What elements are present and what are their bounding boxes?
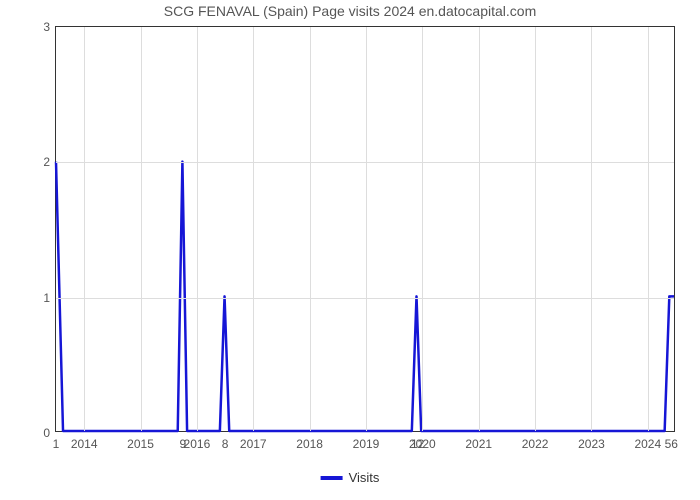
y-tick-label: 3 [43, 20, 50, 34]
x-tick-label: 2023 [578, 437, 605, 451]
x-tick-label: 2017 [240, 437, 267, 451]
grid-line-v [253, 27, 254, 431]
x-tick-label: 2022 [522, 437, 549, 451]
grid-line-v [84, 27, 85, 431]
point-label: 8 [222, 437, 229, 451]
grid-line-v [479, 27, 480, 431]
plot-area: 0123201420152016201720182019202020212022… [55, 26, 675, 432]
grid-line-v [422, 27, 423, 431]
chart-title: SCG FENAVAL (Spain) Page visits 2024 en.… [0, 3, 700, 19]
series-line [56, 27, 674, 431]
y-tick-label: 1 [43, 291, 50, 305]
point-label: 12 [411, 437, 424, 451]
point-label: 9 [179, 437, 186, 451]
x-tick-label: 2024 [634, 437, 661, 451]
chart-container: SCG FENAVAL (Spain) Page visits 2024 en.… [0, 0, 700, 500]
x-tick-label: 2015 [127, 437, 154, 451]
y-tick-label: 2 [43, 155, 50, 169]
x-tick-label: 2019 [353, 437, 380, 451]
grid-line-v [535, 27, 536, 431]
grid-line-v [591, 27, 592, 431]
x-tick-label: 2014 [71, 437, 98, 451]
x-tick-label: 2018 [296, 437, 323, 451]
grid-line-v [141, 27, 142, 431]
y-tick-label: 0 [43, 426, 50, 440]
point-label: 1 [53, 437, 60, 451]
x-tick-label: 2016 [184, 437, 211, 451]
grid-line-v [648, 27, 649, 431]
legend-swatch [321, 476, 343, 480]
legend: Visits [321, 470, 380, 485]
legend-label: Visits [349, 470, 380, 485]
grid-line-h [56, 298, 674, 299]
grid-line-v [197, 27, 198, 431]
grid-line-v [310, 27, 311, 431]
grid-line-h [56, 162, 674, 163]
point-label: 56 [665, 437, 678, 451]
grid-line-v [366, 27, 367, 431]
x-tick-label: 2021 [465, 437, 492, 451]
